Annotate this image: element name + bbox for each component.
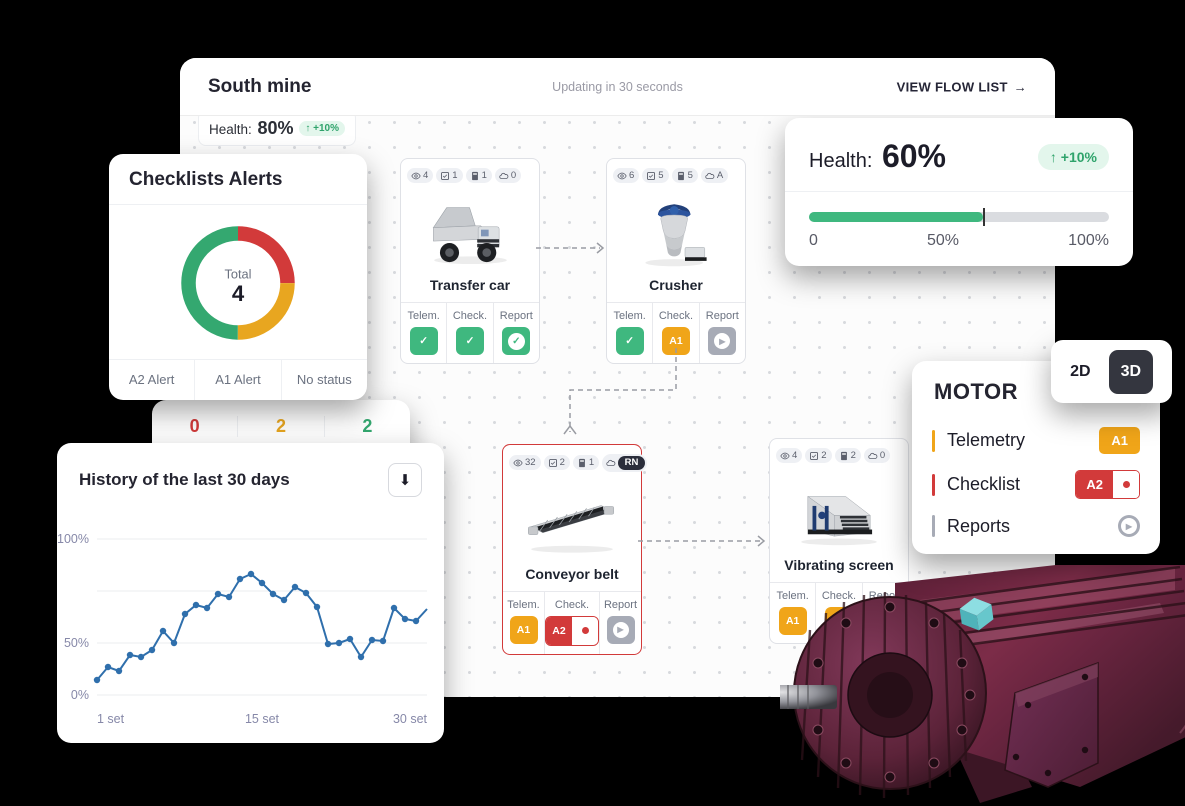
svg-text:15 set: 15 set	[245, 712, 280, 726]
svg-text:100%: 100%	[57, 532, 89, 546]
svg-text:30 set: 30 set	[393, 712, 428, 726]
svg-text:4: 4	[232, 281, 245, 306]
svg-text:50%: 50%	[64, 636, 89, 650]
svg-text:Total: Total	[224, 267, 251, 282]
svg-text:1 set: 1 set	[97, 712, 125, 726]
svg-text:0%: 0%	[71, 688, 89, 702]
